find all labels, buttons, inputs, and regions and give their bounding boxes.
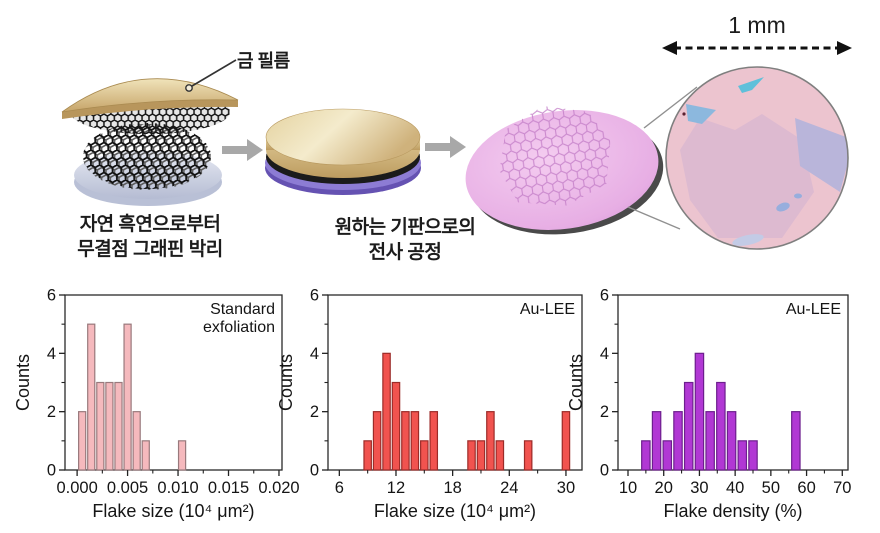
x-tick-label: 0.005 <box>107 479 148 497</box>
y-tick-label: 4 <box>600 345 609 363</box>
histogram-bar <box>694 352 705 471</box>
y-tick-label: 6 <box>310 287 319 305</box>
y-tick-label: 0 <box>310 462 319 480</box>
histogram-bar <box>561 411 571 471</box>
annotation-text: exfoliation <box>203 319 275 336</box>
histogram-bar <box>391 381 401 471</box>
y-tick-label: 2 <box>600 403 609 421</box>
arrow-right-icon <box>222 139 263 161</box>
y-tick-label: 0 <box>47 462 56 480</box>
y-axis-label: Counts <box>13 354 33 411</box>
step1-caption: 자연 흑연으로부터 무결점 그래핀 박리 <box>30 212 270 262</box>
y-tick-label: 2 <box>310 403 319 421</box>
annotation-text: Au-LEE <box>786 301 841 318</box>
histogram-bar <box>132 411 141 471</box>
y-tick-label: 6 <box>600 287 609 305</box>
x-tick-label: 60 <box>797 479 815 497</box>
histogram-bar <box>420 440 429 471</box>
histogram-bar <box>662 440 673 471</box>
histogram-bar <box>486 411 495 471</box>
y-tick-label: 4 <box>310 345 319 363</box>
scale-bar-label: 1 mm <box>728 12 786 38</box>
histogram-bar <box>523 440 533 471</box>
histogram-bar <box>705 411 715 471</box>
histogram-bar <box>105 381 114 471</box>
step2-caption-line2: 전사 공정 <box>368 242 442 263</box>
x-tick-label: 50 <box>762 479 780 497</box>
step1-caption-line1: 자연 흑연으로부터 <box>79 214 221 235</box>
y-tick-label: 2 <box>47 403 56 421</box>
x-tick-label: 40 <box>726 479 744 497</box>
histogram-bar <box>114 381 123 471</box>
x-tick-label: 6 <box>335 479 344 497</box>
histogram-bar <box>177 440 187 471</box>
histogram-bar <box>401 411 410 471</box>
y-axis-label: Counts <box>276 354 296 411</box>
histogram-bar <box>748 440 758 471</box>
annotation-text: Standard <box>210 301 275 318</box>
graphene-wafer <box>465 97 664 235</box>
histogram-bar <box>410 411 420 471</box>
histogram-bar <box>363 440 372 471</box>
x-axis-label: Flake size (10⁴ μm²) <box>92 501 254 521</box>
substrate-stack <box>265 108 421 195</box>
step2-caption: 원하는 기판으로의 전사 공정 <box>285 215 525 265</box>
histogram-bar <box>96 381 105 471</box>
histogram-bar <box>683 381 694 471</box>
histogram-au-lee-density: 0 2 4 6 10 20 30 40 50 60 70 Counts Flake density (%… <box>566 287 851 522</box>
gold-film-flake <box>61 59 239 134</box>
y-axis-label: Counts <box>566 354 586 411</box>
x-tick-label: 20 <box>655 479 673 497</box>
x-tick-label: 0.020 <box>258 479 299 497</box>
micrograph-image <box>665 66 849 250</box>
schematic-panel <box>61 41 852 250</box>
scale-bar-arrow <box>662 41 852 55</box>
x-tick-label: 0.000 <box>56 479 97 497</box>
histogram-bar <box>716 381 726 471</box>
x-tick-label: 30 <box>690 479 708 497</box>
y-tick-label: 0 <box>600 462 609 480</box>
histogram-bar <box>78 411 87 471</box>
y-tick-label: 4 <box>47 345 56 363</box>
histogram-standard-exfoliation: 0 2 4 6 0.000 0.005 0.010 0.015 0.020 Counts Flake… <box>13 287 300 522</box>
x-axis-label: Flake size (10⁴ μm²) <box>374 501 536 521</box>
x-axis-label: Flake density (%) <box>663 501 802 521</box>
histogram-bar <box>651 411 662 471</box>
histogram-bar <box>372 411 382 471</box>
histogram-bar <box>87 323 96 471</box>
x-tick-label: 0.015 <box>208 479 249 497</box>
x-tick-label: 10 <box>619 479 637 497</box>
histogram-bar <box>123 323 132 471</box>
histogram-bar <box>382 352 391 471</box>
arrow-right-icon <box>425 136 466 158</box>
x-tick-label: 30 <box>557 479 575 497</box>
histogram-bar <box>791 411 801 471</box>
label-leader-line <box>191 59 237 87</box>
histogram-bar <box>467 440 476 471</box>
histogram-bar <box>641 440 651 471</box>
histogram-bar <box>141 440 150 471</box>
x-tick-label: 24 <box>500 479 518 497</box>
y-tick-label: 6 <box>47 287 56 305</box>
graphite-source-disc <box>74 123 222 206</box>
x-tick-label: 70 <box>833 479 851 497</box>
x-tick-label: 18 <box>443 479 461 497</box>
histogram-bar <box>495 440 505 471</box>
histogram-bar <box>737 440 748 471</box>
histogram-bar <box>476 440 486 471</box>
histogram-bar <box>673 411 683 471</box>
step2-caption-line1: 원하는 기판으로의 <box>334 217 476 238</box>
histogram-bar <box>429 411 439 471</box>
graphene-flake-blue <box>686 104 716 124</box>
step1-caption-line2: 무결점 그래핀 박리 <box>77 239 223 260</box>
annotation-text: Au-LEE <box>520 301 575 318</box>
x-tick-label: 12 <box>387 479 405 497</box>
magnifier-lines <box>627 86 698 230</box>
histogram-bar <box>726 411 737 471</box>
gold-film-label: 금 필름 <box>237 51 290 71</box>
x-tick-label: 0.010 <box>157 479 198 497</box>
